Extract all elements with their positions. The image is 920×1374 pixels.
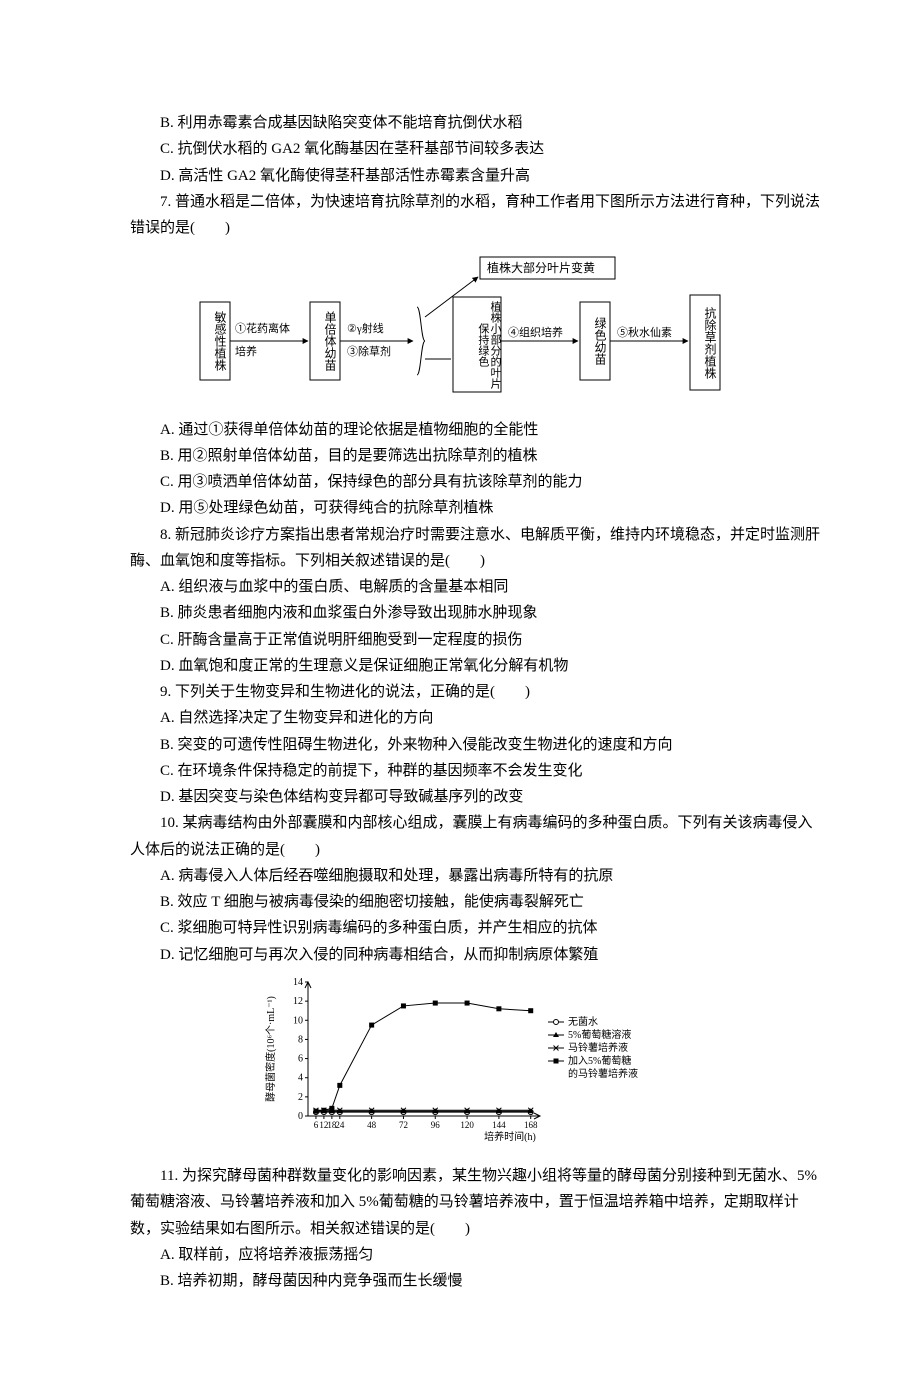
q10-optC: C. 浆细胞可特异性识别病毒编码的多种蛋白质，并产生相应的抗体 [130,915,820,941]
svg-text:8: 8 [298,1034,303,1045]
flow-step3: ③除草剂 [347,344,391,358]
q11-optA: A. 取样前，应将培养液振荡摇匀 [130,1242,820,1268]
flow-step1b: 培养 [235,344,257,358]
q11-optB: B. 培养初期，酵母菌因种内竞争强而生长缓慢 [130,1268,820,1294]
q9-stem: 9. 下列关于生物变异和生物进化的说法，正确的是( ) [130,679,820,705]
q8-stem: 8. 新冠肺炎诊疗方案指出患者常规治疗时需要注意水、电解质平衡，维持内环境稳态，… [130,522,820,575]
svg-text:12: 12 [293,996,303,1007]
svg-text:10: 10 [293,1015,303,1026]
svg-text:加入5%葡萄糖: 加入5%葡萄糖 [568,1054,631,1067]
q6-optC: C. 抗倒伏水稻的 GA2 氧化酶基因在茎秆基部节间较多表达 [130,136,820,162]
q11-stem: 11. 为探究酵母菌种群数量变化的影响因素，某生物兴趣小组将等量的酵母菌分别接种… [130,1163,820,1242]
svg-text:6: 6 [314,1120,319,1130]
svg-text:120: 120 [460,1120,474,1130]
svg-text:2: 2 [298,1092,303,1103]
q10-optA: A. 病毒侵入人体后经吞噬细胞摄取和处理，暴露出病毒所特有的抗原 [130,863,820,889]
svg-text:72: 72 [399,1120,408,1130]
flow-box4: 绿色幼苗 [580,302,610,380]
q7-stem: 7. 普通水稻是二倍体，为快速培育抗除草剂的水稻，育种工作者用下图所示方法进行育… [130,189,820,242]
svg-text:培养时间(h): 培养时间(h) [484,1130,536,1143]
q7-optB: B. 用②照射单倍体幼苗，目的是要筛选出抗除草剂的植株 [130,443,820,469]
q7-flowchart: 敏感性植株 ①花药离体 培养 单倍体幼苗 ②γ射线 ③除草剂 植株大部分叶片变黄… [130,247,820,406]
svg-text:4: 4 [298,1072,303,1083]
flow-step1a: ①花药离体 [235,321,290,335]
q7-optC: C. 用③喷洒单倍体幼苗，保持绿色的部分具有抗该除草剂的能力 [130,469,820,495]
svg-text:48: 48 [367,1120,377,1130]
q10-optD: D. 记忆细胞可与再次入侵的同种病毒相结合，从而抑制病原体繁殖 [130,942,820,968]
flow-step4: ④组织培养 [508,325,563,339]
svg-text:酵母菌密度(10⁶个·mL⁻¹): 酵母菌密度(10⁶个·mL⁻¹) [264,996,277,1102]
q9-optD: D. 基因突变与染色体结构变异都可导致碱基序列的改变 [130,784,820,810]
flow-box2: 单倍体幼苗 [310,302,340,380]
q8-optA: A. 组织液与血浆中的蛋白质、电解质的含量基本相同 [130,574,820,600]
svg-text:96: 96 [431,1120,441,1130]
q7-optA: A. 通过①获得单倍体幼苗的理论依据是植物细胞的全能性 [130,417,820,443]
svg-text:0: 0 [298,1111,303,1122]
svg-text:马铃薯培养液: 马铃薯培养液 [568,1041,628,1054]
svg-text:5%葡萄糖溶液: 5%葡萄糖溶液 [568,1028,631,1041]
svg-text:144: 144 [492,1120,506,1130]
svg-text:168: 168 [524,1120,538,1130]
flow-box5: 抗除草剂植株 [690,295,720,390]
svg-text:6: 6 [298,1053,303,1064]
flow-bottom-result: 植株小部分的叶片保持绿色 [453,297,501,392]
flow-step5: ⑤秋水仙素 [617,325,672,339]
svg-text:24: 24 [335,1120,345,1130]
q6-optD: D. 高活性 GA2 氧化酶使得茎秆基部活性赤霉素含量升高 [130,163,820,189]
q8-optC: C. 肝酶含量高于正常值说明肝细胞受到一定程度的损伤 [130,627,820,653]
q8-optB: B. 肺炎患者细胞内液和血浆蛋白外渗导致出现肺水肿现象 [130,600,820,626]
q10-optB: B. 效应 T 细胞与被病毒侵染的细胞密切接触，能使病毒裂解死亡 [130,889,820,915]
q10-stem: 10. 某病毒结构由外部囊膜和内部核心组成，囊膜上有病毒编码的多种蛋白质。下列有… [130,810,820,863]
flow-step2: ②γ射线 [347,321,384,335]
q11-chart: 024681012146121824487296120144168培养时间(h)… [130,974,820,1153]
q9-optB: B. 突变的可遗传性阻碍生物进化，外来物种入侵能改变生物进化的速度和方向 [130,732,820,758]
svg-text:无菌水: 无菌水 [568,1016,598,1028]
svg-text:的马铃薯培养液: 的马铃薯培养液 [568,1067,638,1080]
q6-optB: B. 利用赤霉素合成基因缺陷突变体不能培育抗倒伏水稻 [130,110,820,136]
flow-top-result: 植株大部分叶片变黄 [487,260,595,275]
q9-optA: A. 自然选择决定了生物变异和进化的方向 [130,705,820,731]
flow-box1: 敏感性植株 [200,302,230,380]
svg-text:14: 14 [293,977,303,988]
q8-optD: D. 血氧饱和度正常的生理意义是保证细胞正常氧化分解有机物 [130,653,820,679]
q9-optC: C. 在环境条件保持稳定的前提下，种群的基因频率不会发生变化 [130,758,820,784]
q7-optD: D. 用⑤处理绿色幼苗，可获得纯合的抗除草剂植株 [130,495,820,521]
